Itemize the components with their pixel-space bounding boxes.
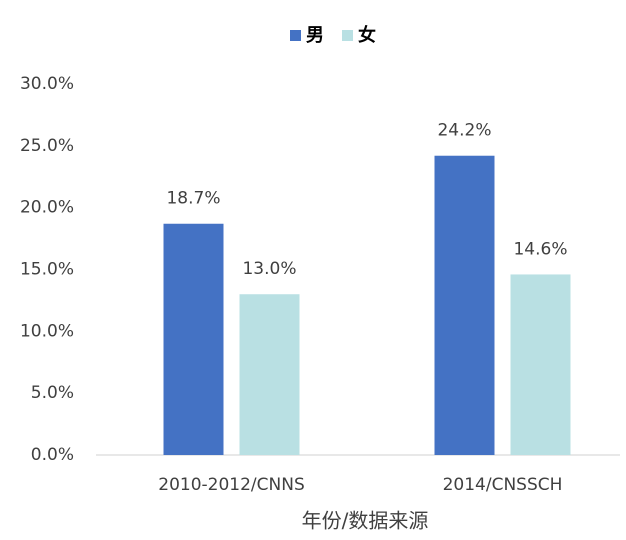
legend-label: 男: [306, 25, 324, 46]
data-label: 24.2%: [437, 121, 491, 141]
y-tick-label: 10.0%: [20, 321, 74, 341]
data-label: 13.0%: [242, 259, 296, 279]
y-tick-label: 30.0%: [20, 74, 74, 94]
bar: [510, 274, 571, 455]
y-tick-label: 0.0%: [31, 445, 74, 465]
legend-swatch: [342, 30, 353, 41]
bar: [239, 294, 300, 455]
legend-label: 女: [358, 24, 376, 46]
y-tick-label: 5.0%: [31, 383, 74, 403]
x-tick-label: 2010-2012/CNNS: [158, 475, 304, 495]
y-tick-label: 20.0%: [20, 198, 74, 218]
y-tick-label: 25.0%: [20, 136, 74, 156]
x-axis-label: 年份/数据来源: [302, 509, 429, 533]
data-label: 18.7%: [166, 189, 220, 209]
bar: [163, 223, 224, 455]
x-tick-label: 2014/CNSSCH: [443, 475, 563, 495]
bar: [434, 155, 495, 455]
data-label: 14.6%: [513, 239, 567, 259]
legend-swatch: [290, 30, 301, 41]
y-tick-label: 15.0%: [20, 260, 74, 280]
